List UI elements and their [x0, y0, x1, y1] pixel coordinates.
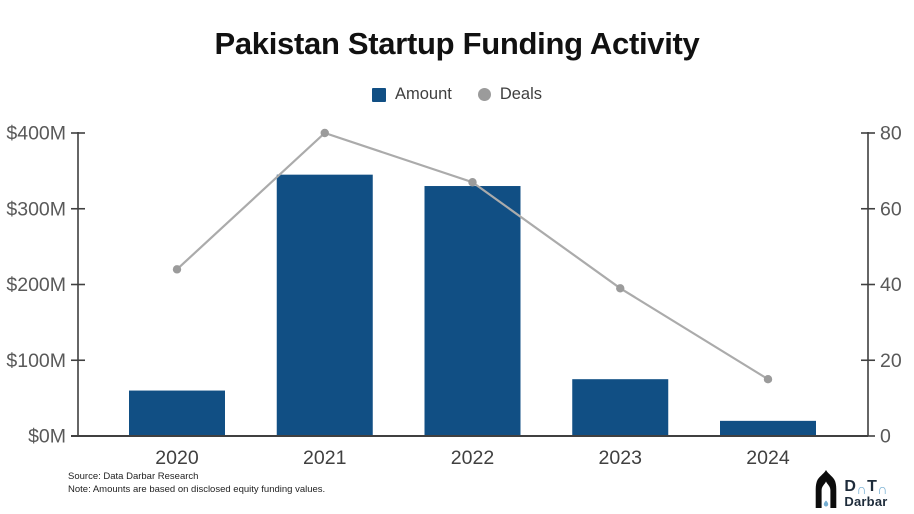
- logo-wordmark-top: D ∩ T ∩: [844, 478, 888, 497]
- bar-2021: [276, 174, 373, 436]
- right-axis-tick-label: 0: [880, 426, 891, 448]
- right-axis-tick-label: 60: [880, 198, 902, 220]
- x-axis-label-2024: 2024: [746, 447, 790, 469]
- bar-2023: [572, 379, 669, 436]
- bar-2022: [424, 186, 521, 436]
- right-axis-tick-label: 20: [880, 350, 902, 372]
- logo-letter-d: D: [844, 478, 857, 495]
- legend-item-deals: Deals: [477, 85, 543, 104]
- x-axis-label-2022: 2022: [451, 447, 494, 469]
- data-darbar-logo: D ∩ T ∩ Darbar: [811, 469, 888, 509]
- left-axis-tick-label: $0M: [28, 426, 66, 448]
- x-axis-label-2023: 2023: [599, 447, 642, 469]
- methodology-note: Note: Amounts are based on disclosed equ…: [68, 484, 326, 495]
- logo-letter-t: T: [867, 478, 878, 495]
- left-axis-tick-label: $400M: [6, 123, 66, 145]
- left-axis-tick-label: $300M: [6, 198, 66, 220]
- x-axis-label-2020: 2020: [155, 447, 199, 469]
- left-axis-tick-label: $100M: [6, 350, 66, 372]
- data-darbar-logo-icon: [816, 470, 837, 508]
- amount-swatch-icon: [371, 87, 386, 102]
- deals-point-2021: [320, 128, 329, 138]
- logo-wordmark: D ∩ T ∩ Darbar: [844, 479, 888, 509]
- arch-glyph-icon: ∩: [877, 481, 888, 497]
- logo-arch-shape: [816, 470, 837, 508]
- deals-point-2023: [616, 284, 625, 293]
- x-axis-label-2021: 2021: [303, 447, 346, 469]
- legend-amount-label: Amount: [394, 85, 452, 103]
- footer-notes: Source: Data Darbar Research Note: Amoun…: [68, 470, 325, 496]
- logo-droplet-icon: [824, 500, 829, 507]
- deals-point-2024: [763, 374, 773, 384]
- bar-2020: [129, 390, 225, 436]
- right-axis-tick-label: 40: [880, 274, 902, 296]
- left-axis-tick-label: $200M: [6, 274, 66, 296]
- bar-2024: [720, 420, 816, 436]
- logo-wordmark-bottom: Darbar: [844, 494, 888, 509]
- chart-legend: Amount Deals: [0, 85, 914, 104]
- deals-point-2022: [468, 178, 477, 187]
- deals-point-2020: [172, 265, 182, 274]
- legend-item-amount: Amount: [371, 85, 452, 104]
- right-axis-tick-label: 80: [880, 123, 902, 145]
- arch-glyph-icon: ∩: [856, 481, 868, 497]
- source-note: Source: Data Darbar Research: [68, 471, 199, 482]
- chart-title: Pakistan Startup Funding Activity: [214, 26, 700, 61]
- deals-swatch-icon: [477, 88, 491, 101]
- legend-deals-label: Deals: [499, 85, 543, 103]
